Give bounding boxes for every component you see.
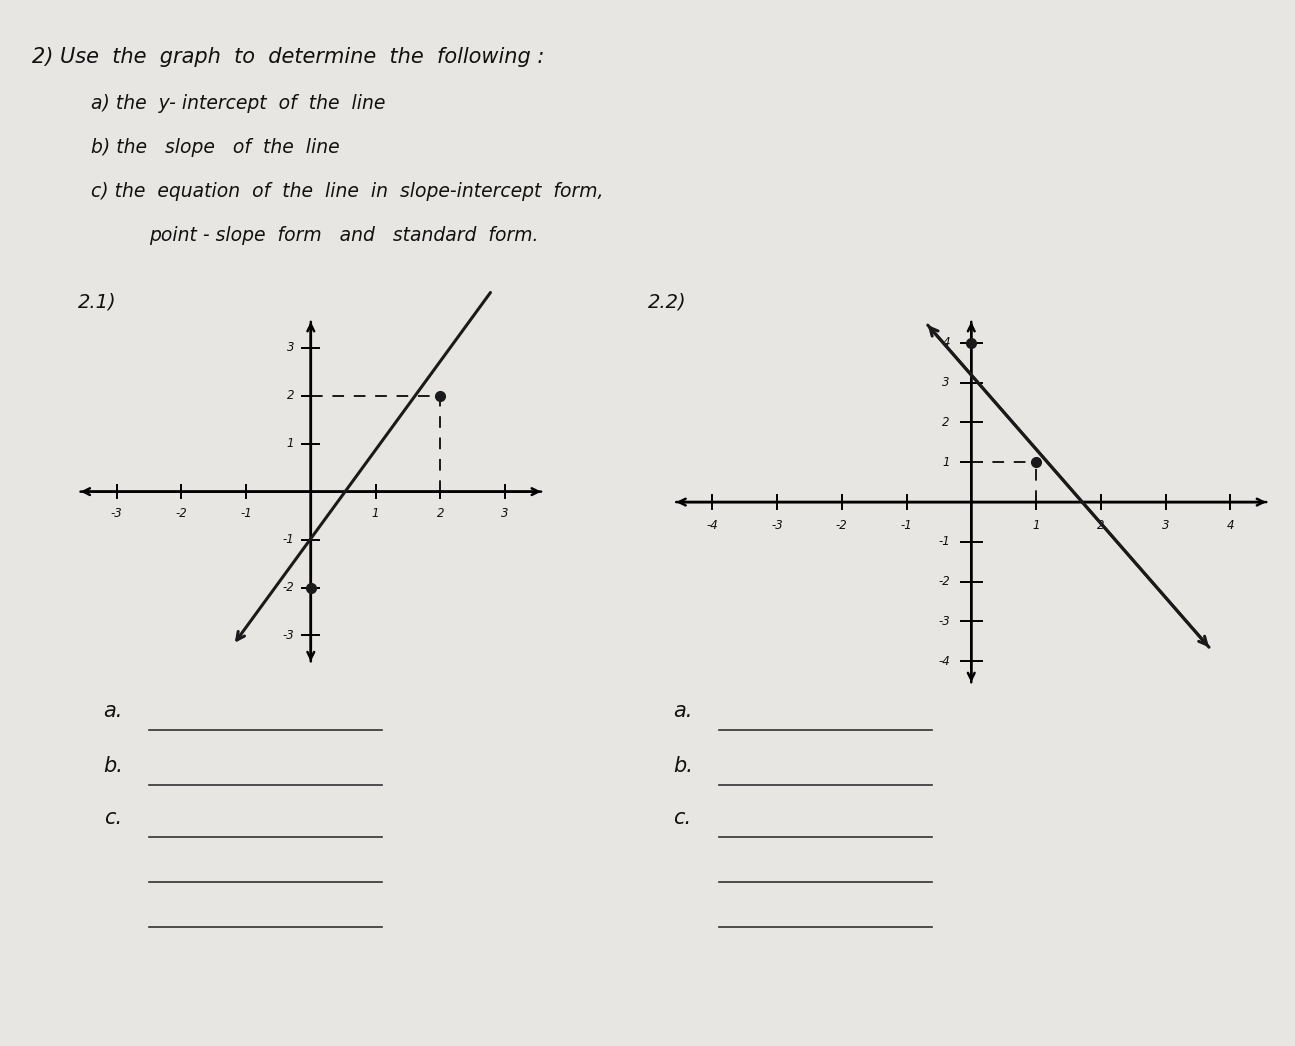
Text: -1: -1	[938, 536, 949, 548]
Text: -3: -3	[938, 615, 949, 628]
Text: -2: -2	[282, 581, 294, 594]
Text: 3: 3	[1162, 519, 1169, 531]
Text: 2.2): 2.2)	[648, 293, 686, 312]
Text: 1: 1	[943, 456, 949, 469]
Text: -3: -3	[110, 507, 123, 520]
Text: -4: -4	[938, 655, 949, 667]
Text: 2: 2	[286, 389, 294, 403]
Text: 1: 1	[372, 507, 379, 520]
Text: -3: -3	[282, 629, 294, 642]
Text: point - slope  form   and   standard  form.: point - slope form and standard form.	[149, 226, 539, 245]
Text: 2: 2	[943, 416, 949, 429]
Text: -2: -2	[835, 519, 848, 531]
Text: 3: 3	[501, 507, 509, 520]
Text: a.: a.	[104, 701, 123, 722]
Text: 2: 2	[436, 507, 444, 520]
Text: -1: -1	[900, 519, 913, 531]
Text: c.: c.	[673, 808, 692, 828]
Text: 1: 1	[1032, 519, 1040, 531]
Text: -3: -3	[771, 519, 783, 531]
Text: -1: -1	[240, 507, 253, 520]
Text: a.: a.	[673, 701, 693, 722]
Text: 4: 4	[943, 337, 949, 349]
Text: -2: -2	[175, 507, 188, 520]
Text: a) the  y- intercept  of  the  line: a) the y- intercept of the line	[91, 94, 385, 113]
Text: c.: c.	[104, 808, 122, 828]
Text: c) the  equation  of  the  line  in  slope-intercept  form,: c) the equation of the line in slope-int…	[91, 182, 603, 201]
Text: 3: 3	[286, 341, 294, 355]
Text: 2) Use  the  graph  to  determine  the  following :: 2) Use the graph to determine the follow…	[32, 47, 545, 67]
Text: 4: 4	[1226, 519, 1234, 531]
Text: 3: 3	[943, 377, 949, 389]
Text: b.: b.	[673, 755, 693, 776]
Text: -4: -4	[706, 519, 719, 531]
Text: -2: -2	[938, 575, 949, 588]
Text: 2: 2	[1097, 519, 1105, 531]
Text: b) the   slope   of  the  line: b) the slope of the line	[91, 138, 339, 157]
Text: 1: 1	[286, 437, 294, 450]
Text: 2.1): 2.1)	[78, 293, 117, 312]
Text: b.: b.	[104, 755, 123, 776]
Text: -1: -1	[282, 533, 294, 546]
